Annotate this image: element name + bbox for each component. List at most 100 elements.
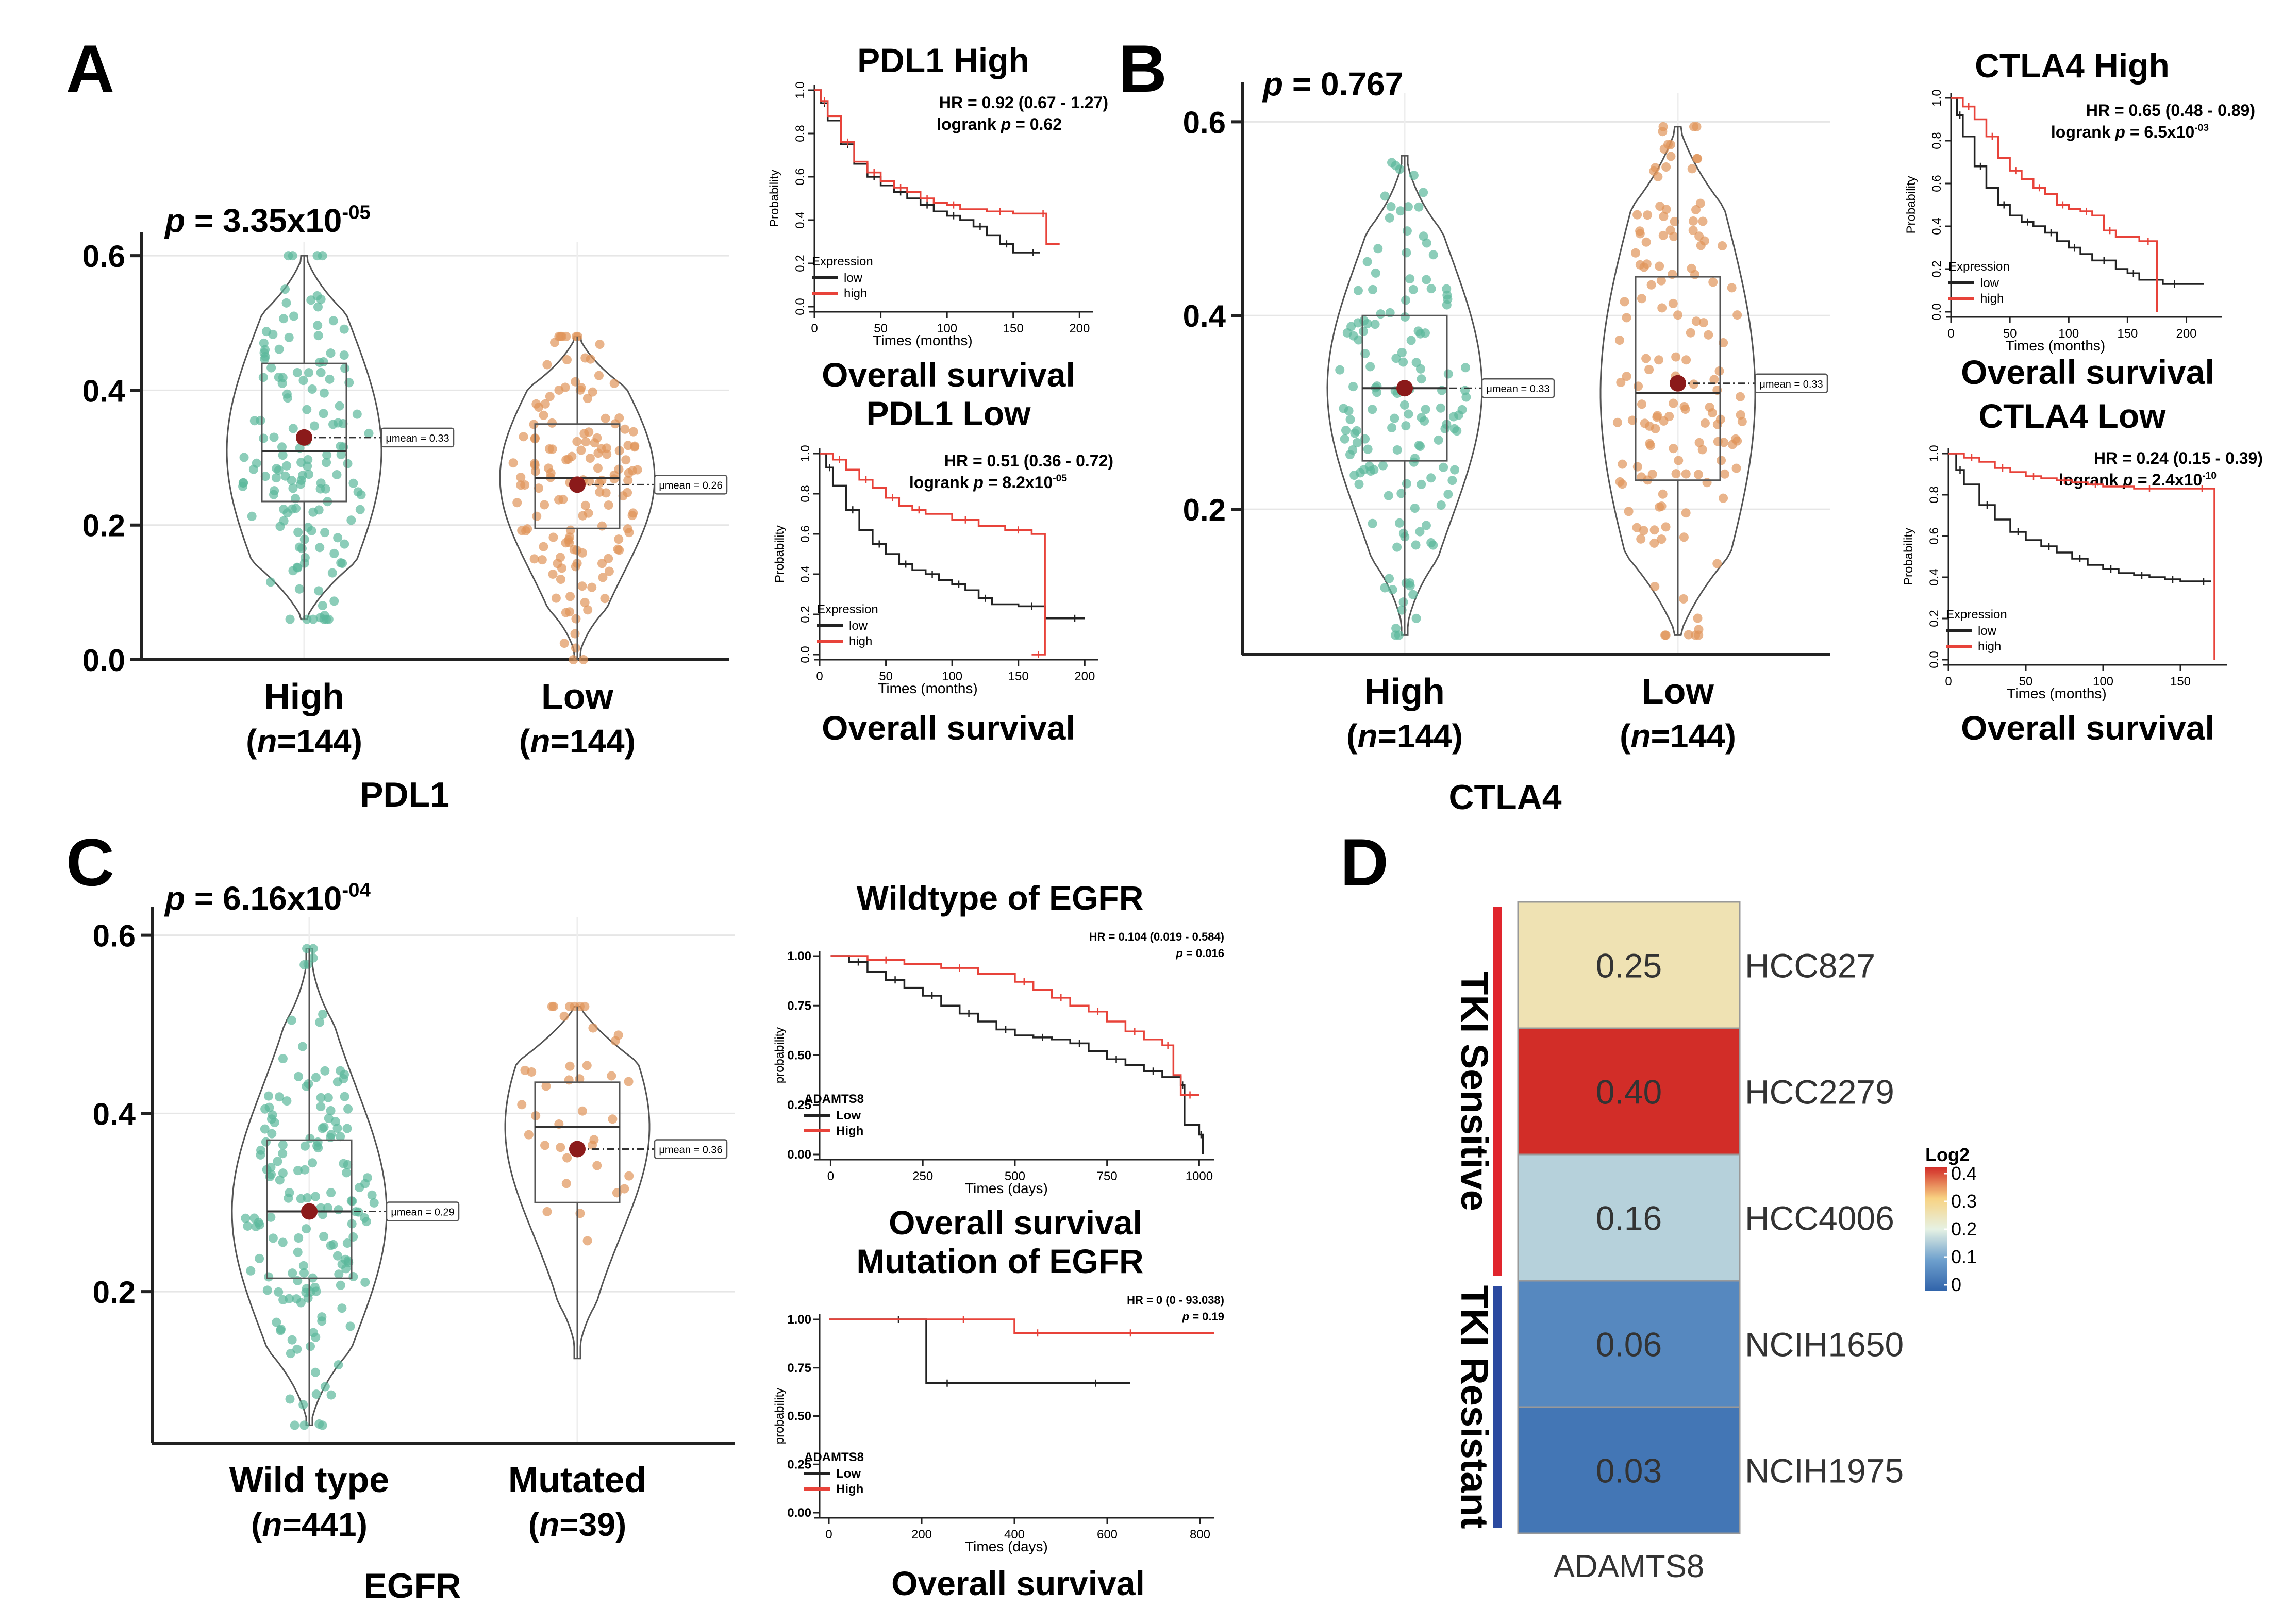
data-point [1387,423,1397,432]
km-x-tick-label: 200 [1069,322,1090,336]
data-point [322,458,331,467]
data-point [352,409,362,419]
data-point [316,1102,326,1112]
km-y-tick-label: 0.2 [1930,260,1944,277]
km-x-tick-label: 250 [912,1169,933,1183]
km-title: CTLA4 High [1975,46,2170,85]
data-point [367,1190,377,1200]
km-hr-label: HR = 0 (0 - 93.038) [1127,1294,1224,1307]
data-points [1612,122,1747,640]
data-point [1345,414,1355,424]
data-point [298,1261,308,1270]
data-point [290,1420,299,1430]
km-series-low [830,955,1204,1154]
heatmap-row-label: NCIH1650 [1745,1326,1904,1364]
data-point [520,480,530,490]
data-point [1632,462,1642,472]
data-point [319,1232,329,1242]
data-point [303,523,313,532]
data-point [278,1237,288,1247]
data-point [1732,310,1742,320]
heatmap-cell [1517,1027,1741,1156]
data-point [1654,355,1663,365]
km-y-tick-label: 0.4 [1927,568,1941,585]
group-n-label: (n=441) [251,1506,368,1543]
data-point [285,614,295,624]
data-point [289,311,299,321]
data-point [1707,408,1717,418]
data-point [334,1205,343,1215]
data-point [274,1092,284,1102]
data-point [1719,493,1728,503]
km-legend-label: low [1978,624,1997,638]
mean-label-box [654,1139,728,1159]
data-point [360,1277,370,1287]
data-point [336,1132,345,1142]
data-point [1681,355,1691,365]
data-point [1447,476,1457,485]
data-point [1658,230,1668,240]
data-point [247,511,257,521]
km-legend-title: Expression [817,602,878,616]
data-point [1714,366,1724,376]
data-point [1388,585,1397,595]
data-point [1415,364,1425,374]
km-title: Mutation of EGFR [856,1242,1143,1280]
km-y-axis-title: Probability [1904,176,1918,233]
data-point [620,1184,629,1194]
km-p-label: p = 0.016 [1175,947,1224,960]
data-point [323,1093,333,1102]
data-point [1695,198,1705,208]
km-x-tick-label: 200 [2176,327,2196,341]
data-point [296,458,306,467]
data-point [529,420,539,429]
heatmap-column-label: ADAMTS8 [1554,1549,1705,1584]
heatmap-cell [1517,1280,1741,1408]
data-point [539,542,548,551]
data-point [1348,445,1358,455]
km-caption: Overall survival [1961,709,2214,747]
data-point [298,1400,308,1410]
km-p-label: logrank p = 0.62 [937,115,1062,133]
data-point [1385,213,1394,223]
data-point [1731,463,1741,473]
data-point [282,461,292,471]
km-x-axis-title: Times (months) [2006,338,2105,354]
box-iqr [534,1081,621,1203]
km-x-tick-label: 0 [827,1169,834,1183]
data-point [343,1104,353,1114]
mean-marker [1396,380,1413,397]
km-y-tick-label: 1.0 [798,445,812,462]
km-y-tick-label: 0.0 [1930,303,1944,320]
km-x-tick-label: 750 [1097,1169,1118,1183]
data-point [308,953,318,963]
data-point [342,1168,352,1178]
data-point [1656,276,1666,286]
data-point [604,500,613,510]
km-caption: Overall survival [822,356,1075,394]
km-legend-title: Expression [1948,260,2010,274]
data-point [1647,470,1657,479]
data-point [337,1303,347,1313]
data-point [564,1075,574,1085]
data-point [307,384,317,394]
data-point [336,1280,345,1290]
data-point [288,424,298,433]
data-point [278,1168,288,1178]
km-y-tick-label: 0.4 [793,211,807,228]
km-caption: Overall survival [891,1564,1145,1602]
data-point [1371,268,1380,278]
data-point [1668,298,1678,308]
data-point [1698,216,1708,226]
km-y-tick-label: 1.0 [793,81,807,98]
data-point [335,401,344,411]
group-n-label: (n=39) [528,1506,626,1543]
p-value-label: p = 0.767 [1262,65,1403,103]
data-point [614,534,624,544]
y-tick-label: 0.2 [82,509,125,543]
data-point [1657,501,1667,511]
data-point [608,1114,618,1124]
data-point [319,1122,329,1132]
data-point [1461,363,1471,373]
data-point [261,327,271,337]
